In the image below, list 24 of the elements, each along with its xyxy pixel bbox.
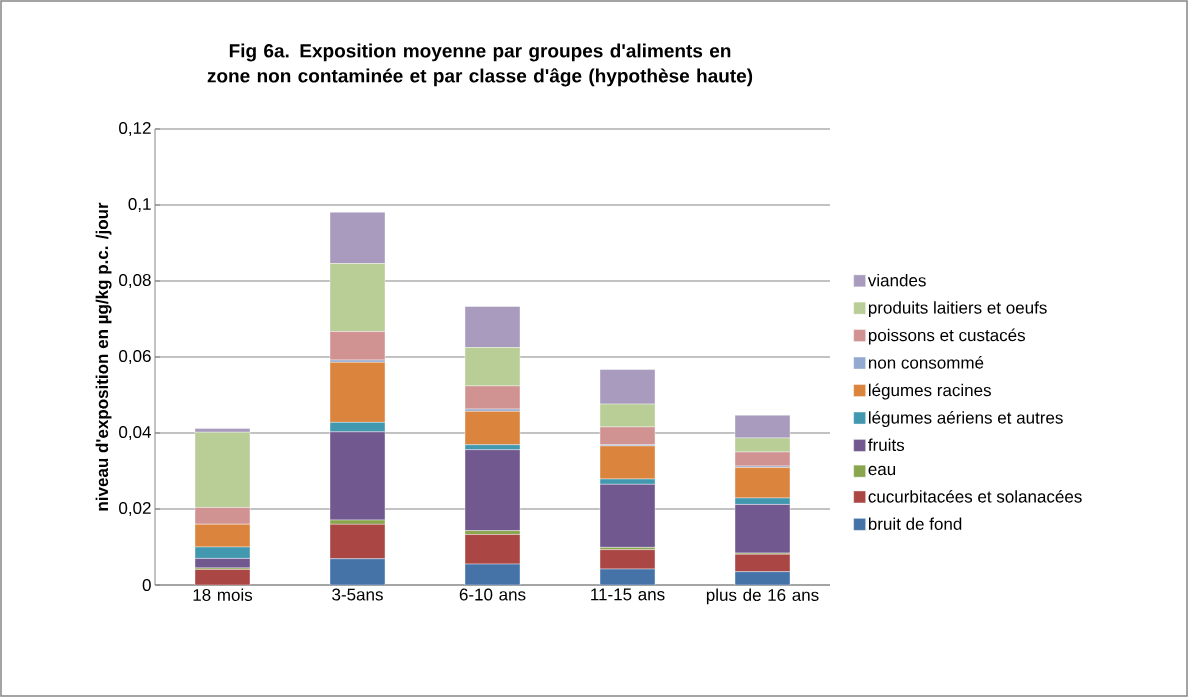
x-tick-label: 18 mois xyxy=(193,588,253,602)
legend-label: légumes racines xyxy=(868,383,991,400)
legend-label: viandes xyxy=(867,273,926,287)
legend-label: non consommé xyxy=(868,356,984,369)
legend-label: cucurbitacées et solanacées xyxy=(868,489,1082,503)
y-tick-label: 0 xyxy=(142,578,151,592)
legend-label: bruit de fond xyxy=(868,517,962,530)
legend-label: légumes aériens et autres xyxy=(868,411,1063,428)
y-tick-label: 0,06 xyxy=(119,349,151,365)
legend-label: eau xyxy=(868,465,896,476)
x-tick-label: plus de 16 ans xyxy=(706,588,819,605)
y-tick-label: 0,12 xyxy=(119,121,151,137)
y-tick-label: 0,1 xyxy=(128,197,151,213)
x-tick-label: 11-15 ans xyxy=(591,588,665,601)
x-tick-label: 3-5ans xyxy=(332,588,383,601)
y-tick-label: 0,02 xyxy=(119,501,151,517)
legend-label: fruits xyxy=(868,438,905,452)
x-tick-label: 6-10 ans xyxy=(459,588,526,601)
y-tick-label: 0,04 xyxy=(119,425,151,441)
legend-label: produits laitiers et oeufs xyxy=(868,301,1047,318)
y-tick-label: 0,08 xyxy=(119,273,151,289)
chart-title: Fig 6a. Exposition moyenne par groupes d'aliments en zone non contaminée et par classe d'âge (hypothèse haute) xyxy=(207,43,753,87)
y-axis-title: niveau d'exposition en µg/kg p.c. /jour xyxy=(95,202,112,511)
legend-label: poissons et custacés xyxy=(868,328,1025,345)
